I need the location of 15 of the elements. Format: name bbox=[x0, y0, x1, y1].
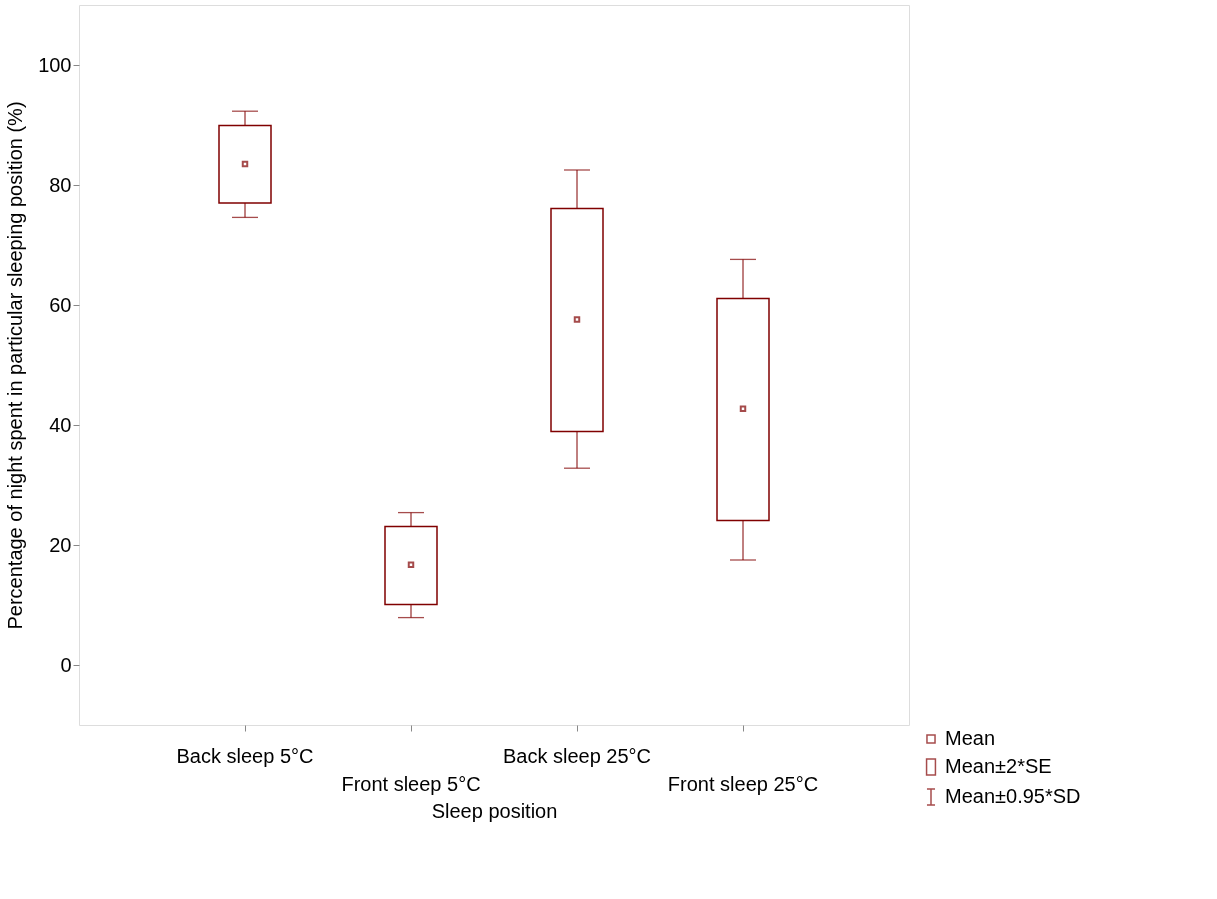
y-tick-label: 60 bbox=[49, 293, 72, 316]
x-tick-label: Back sleep 25°C bbox=[502, 745, 652, 767]
x-axis-title: Sleep position bbox=[431, 800, 558, 822]
text: Mean bbox=[945, 727, 996, 749]
y-axis-title: Percentage of night spent in particular sleeping position (%) bbox=[4, 101, 27, 630]
y-tick-label: 100 bbox=[38, 53, 72, 76]
y-tick-label: 80 bbox=[49, 173, 72, 196]
x-tick-label: Back sleep 5°C bbox=[176, 745, 314, 767]
y-tick-label: 20 bbox=[49, 533, 72, 556]
text: Mean±2*SE bbox=[945, 755, 1052, 777]
y-tick-label: 40 bbox=[49, 413, 72, 436]
x-tick-label: Front sleep 5°C bbox=[341, 773, 481, 795]
y-tick-label: 0 bbox=[60, 653, 72, 676]
text: Mean±0.95*SD bbox=[945, 785, 1081, 807]
x-tick-label: Front sleep 25°C bbox=[667, 773, 819, 795]
